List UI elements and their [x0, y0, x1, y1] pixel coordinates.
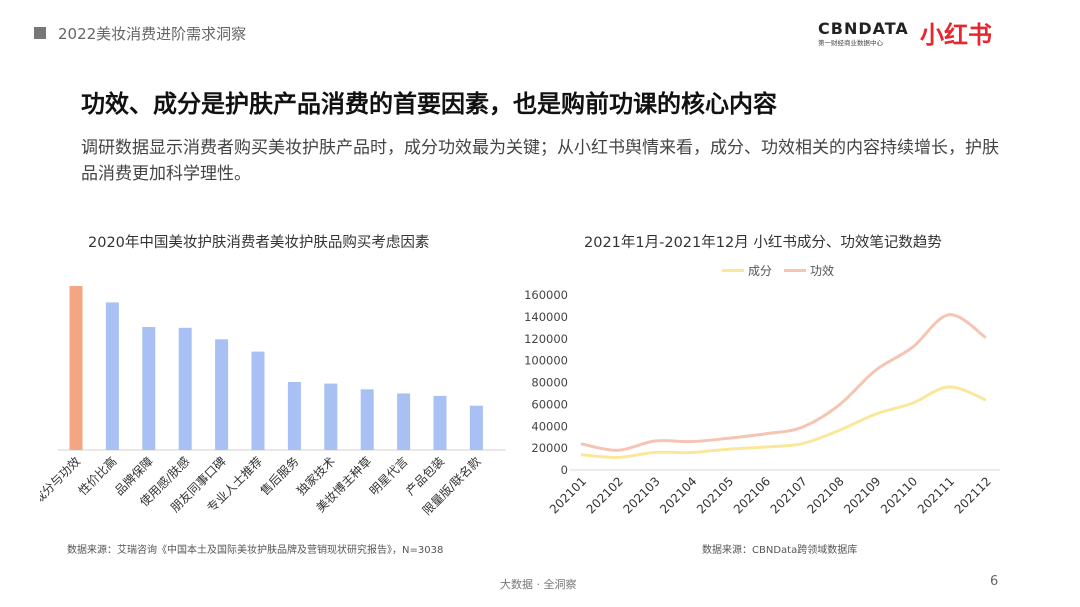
page-title: 功效、成分是护肤产品消费的首要因素，也是购前功课的核心内容	[81, 90, 777, 118]
bar-chart: 成分与功效性价比高品牌保障使用感/肤感朋友同事口碑专业人士推荐售后服务独家技术美…	[40, 286, 506, 518]
y-tick-label: 20000	[531, 441, 568, 455]
line-chart-title: 2021年1月-2021年12月 小红书成分、功效笔记数趋势	[584, 235, 942, 251]
legend-item-efficacy: 功效	[784, 262, 834, 279]
bar-7	[287, 381, 301, 450]
y-tick-label: 100000	[524, 354, 568, 368]
bar-category-label: 成分与功效	[40, 454, 83, 507]
y-tick-label: 80000	[531, 376, 568, 390]
cbndata-logo-text: CBNDATA	[818, 19, 909, 38]
y-tick-label: 0	[561, 463, 568, 477]
y-tick-label: 120000	[524, 332, 568, 346]
legend-label-efficacy: 功效	[810, 264, 835, 278]
x-tick-label: 202111	[915, 474, 957, 516]
x-tick-label: 202101	[547, 474, 589, 516]
line-chart: 0 20000 40000 60000 80000 100000 120000 140000 1…	[524, 288, 1000, 517]
bar-category-label: 明星代言	[367, 454, 411, 498]
x-tick-label: 202107	[768, 474, 810, 516]
legend-swatch-efficacy	[784, 269, 807, 272]
legend-item-ingredient: 成分	[722, 262, 772, 279]
y-tick-label: 40000	[531, 419, 568, 433]
bar-5	[215, 339, 229, 450]
bar-3	[142, 327, 156, 450]
bar-4	[178, 327, 192, 450]
bar-2	[105, 302, 119, 450]
x-tick-label: 202103	[620, 474, 662, 516]
x-tick-label: 202105	[694, 474, 736, 516]
x-tick-label: 202108	[804, 474, 846, 516]
bar-6	[251, 351, 265, 450]
bar-8	[324, 383, 338, 450]
x-tick-label: 202106	[731, 474, 773, 516]
bar-category-label: 性价比高	[75, 454, 120, 499]
y-tick-label: 140000	[524, 310, 568, 324]
y-tick-label: 160000	[524, 288, 568, 302]
legend-label-ingredient: 成分	[748, 264, 773, 278]
x-tick-label: 202102	[584, 474, 626, 516]
line-series-efficacy	[580, 313, 987, 452]
page-number: 6	[990, 574, 999, 589]
bar-category-label: 售后服务	[257, 454, 302, 499]
line-chart-legend: 成分 功效	[722, 262, 846, 279]
bar-chart-title: 2020年中国美妆护肤消费者美妆护肤品购买考虑因素	[88, 235, 430, 251]
line-series-ingredient	[580, 385, 987, 459]
x-tick-label: 202104	[657, 474, 699, 516]
bar-9	[360, 389, 374, 450]
x-tick-label: 202112	[952, 474, 994, 516]
cbndata-logo-subtext: 第一财经商业数据中心	[818, 39, 883, 47]
page-subtitle: 调研数据显示消费者购买美妆护肤产品时，成分功效最为关键；从小红书舆情来看，成分、…	[81, 138, 999, 184]
bar-12	[469, 405, 483, 450]
cbndata-logo: CBNDATA 第一财经商业数据中心	[818, 19, 909, 50]
bar-11	[433, 395, 447, 450]
x-tick-label: 202109	[841, 474, 883, 516]
y-tick-label: 60000	[531, 397, 568, 411]
bar-10	[397, 393, 411, 450]
header-marker	[34, 27, 46, 39]
legend-swatch-ingredient	[722, 269, 744, 272]
bar-chart-source: 数据来源：艾瑞咨询《中国本土及国际美妆护肤品牌及营销现状研究报告》，N=3038	[67, 545, 444, 556]
x-tick-label: 202110	[878, 474, 920, 516]
section-title: 2022美妆消费进阶需求洞察	[58, 25, 247, 43]
xiaohongshu-logo: 小红书	[920, 21, 992, 49]
line-chart-source: 数据来源：CBNData跨领域数据库	[702, 545, 858, 556]
bar-1	[69, 286, 83, 450]
footer-text: 大数据 · 全洞察	[500, 578, 577, 591]
